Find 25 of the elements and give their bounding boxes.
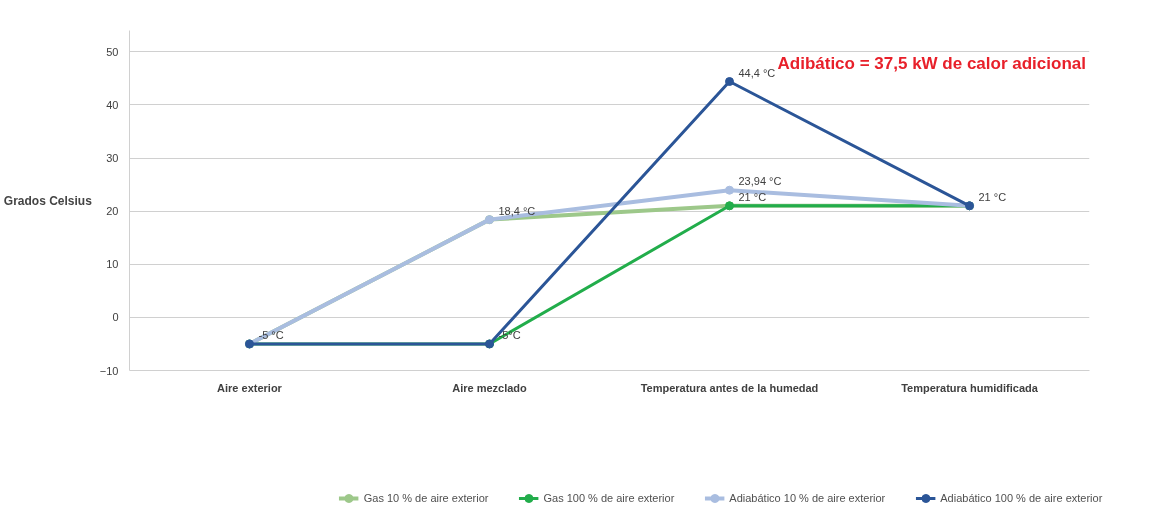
- annotation: 44,4 °C: [738, 66, 776, 79]
- y-tick-label: 0: [112, 311, 119, 324]
- annotation: 23,94 °C: [738, 175, 782, 188]
- legend-label: Adiabático 10 % de aire exterior: [729, 492, 886, 504]
- annotation: 21 °C: [978, 190, 1007, 203]
- legend-label: Gas 100 % de aire exterior: [543, 492, 675, 504]
- y-tick-label: 10: [106, 258, 119, 271]
- x-tick-label: Temperatura humidificada: [901, 381, 1039, 394]
- point: [725, 77, 734, 86]
- annotation: 21 °C: [738, 190, 767, 203]
- y-tick-label: 30: [106, 152, 119, 164]
- legend-label: Adiabático 100 % de aire exterior: [940, 492, 1103, 504]
- point: [725, 185, 734, 195]
- annotation: -5 °C: [258, 328, 284, 341]
- annotation: Adibático = 37,5 kW de calor adicional: [777, 54, 1086, 73]
- annotation: 18,4 °C: [498, 204, 536, 217]
- x-tick-label: Aire mezclado: [452, 381, 528, 394]
- x-tick-label: Temperatura antes de la humedad: [640, 381, 819, 394]
- y-tick-label: 40: [106, 98, 119, 111]
- y-tick-label: −10: [99, 364, 119, 377]
- y-tick-label: 20: [106, 205, 119, 218]
- y-tick-label: 50: [106, 45, 119, 58]
- x-tick-label: Aire exterior: [217, 381, 283, 394]
- legend-label: Gas 10 % de aire exterior: [363, 492, 489, 504]
- y-axis-title: Grados Celsius: [3, 193, 93, 208]
